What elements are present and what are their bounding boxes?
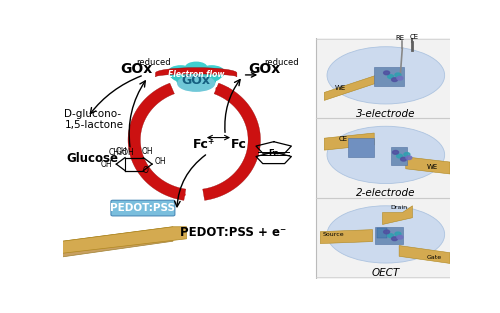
Polygon shape xyxy=(374,67,404,86)
Ellipse shape xyxy=(190,68,222,82)
Text: 2-electrode: 2-electrode xyxy=(356,188,416,198)
FancyBboxPatch shape xyxy=(111,200,175,216)
Ellipse shape xyxy=(199,66,224,79)
Text: reduced: reduced xyxy=(136,58,171,67)
Text: OH: OH xyxy=(116,147,127,156)
Text: OH: OH xyxy=(142,147,153,156)
Text: 3-electrode: 3-electrode xyxy=(356,109,416,119)
Text: WE: WE xyxy=(427,164,438,170)
Ellipse shape xyxy=(186,62,207,73)
Polygon shape xyxy=(399,246,450,264)
Text: GOx: GOx xyxy=(248,62,280,76)
Polygon shape xyxy=(348,138,374,157)
Circle shape xyxy=(392,237,398,241)
Polygon shape xyxy=(378,228,388,238)
Ellipse shape xyxy=(171,68,202,82)
Text: CE: CE xyxy=(410,33,418,40)
Polygon shape xyxy=(406,157,450,174)
Circle shape xyxy=(404,152,410,156)
Circle shape xyxy=(384,230,390,234)
Text: Source: Source xyxy=(323,232,344,237)
Ellipse shape xyxy=(177,70,216,90)
Circle shape xyxy=(392,151,398,154)
Text: PEDOT:PSS: PEDOT:PSS xyxy=(110,203,176,213)
Text: CE: CE xyxy=(338,136,347,142)
Circle shape xyxy=(395,73,401,77)
Circle shape xyxy=(397,76,403,80)
Polygon shape xyxy=(324,133,374,150)
Circle shape xyxy=(388,75,394,78)
Polygon shape xyxy=(128,83,186,200)
Ellipse shape xyxy=(327,206,444,263)
Circle shape xyxy=(384,71,390,75)
Text: RE: RE xyxy=(396,35,405,41)
Circle shape xyxy=(395,232,401,236)
Polygon shape xyxy=(382,206,412,224)
Polygon shape xyxy=(320,230,372,244)
Polygon shape xyxy=(390,147,407,165)
Text: Fc: Fc xyxy=(231,138,247,151)
Text: Fe: Fe xyxy=(268,149,279,158)
Circle shape xyxy=(400,157,406,161)
Circle shape xyxy=(392,78,398,81)
Text: GOx: GOx xyxy=(120,62,152,76)
Text: WE: WE xyxy=(335,85,346,91)
Text: Gate: Gate xyxy=(426,255,442,260)
Polygon shape xyxy=(202,83,260,200)
Ellipse shape xyxy=(327,47,444,104)
Circle shape xyxy=(388,234,394,238)
Polygon shape xyxy=(62,227,173,257)
Text: CH₂OH: CH₂OH xyxy=(108,148,134,157)
Text: GOx: GOx xyxy=(182,74,210,87)
Circle shape xyxy=(396,154,402,158)
Text: D-glucono-
1,5-lactone: D-glucono- 1,5-lactone xyxy=(64,109,124,130)
Text: Glucose: Glucose xyxy=(66,151,118,165)
Text: Drain: Drain xyxy=(390,205,407,210)
Bar xyxy=(316,38,450,279)
Text: PEDOT:PSS + e⁻: PEDOT:PSS + e⁻ xyxy=(180,226,286,239)
Text: reduced: reduced xyxy=(264,58,299,67)
Text: OH: OH xyxy=(155,157,166,166)
Ellipse shape xyxy=(327,126,444,183)
Polygon shape xyxy=(375,227,403,244)
Text: OECT: OECT xyxy=(372,268,400,278)
Circle shape xyxy=(406,156,412,160)
Circle shape xyxy=(397,235,403,239)
Polygon shape xyxy=(156,68,237,77)
Polygon shape xyxy=(62,227,186,253)
Ellipse shape xyxy=(178,75,214,91)
Text: OH: OH xyxy=(101,160,112,169)
Text: Fc⁺: Fc⁺ xyxy=(192,138,215,151)
Ellipse shape xyxy=(168,66,194,79)
Text: O: O xyxy=(142,166,148,175)
Text: Electron flow: Electron flow xyxy=(168,70,224,80)
Polygon shape xyxy=(324,73,382,100)
